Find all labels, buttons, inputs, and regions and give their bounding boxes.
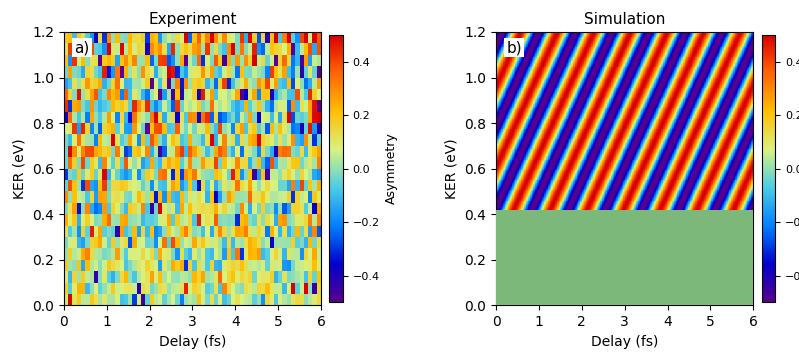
X-axis label: Delay (fs): Delay (fs) — [159, 334, 226, 349]
Title: Experiment: Experiment — [149, 12, 237, 27]
X-axis label: Delay (fs): Delay (fs) — [591, 334, 658, 349]
Title: Simulation: Simulation — [584, 12, 666, 27]
Text: b): b) — [507, 40, 522, 55]
Y-axis label: KER (eV): KER (eV) — [445, 138, 459, 199]
Y-axis label: KER (eV): KER (eV) — [13, 138, 26, 199]
Y-axis label: Asymmetry: Asymmetry — [385, 133, 398, 204]
Text: a): a) — [74, 40, 89, 55]
Bar — [496, 209, 753, 305]
